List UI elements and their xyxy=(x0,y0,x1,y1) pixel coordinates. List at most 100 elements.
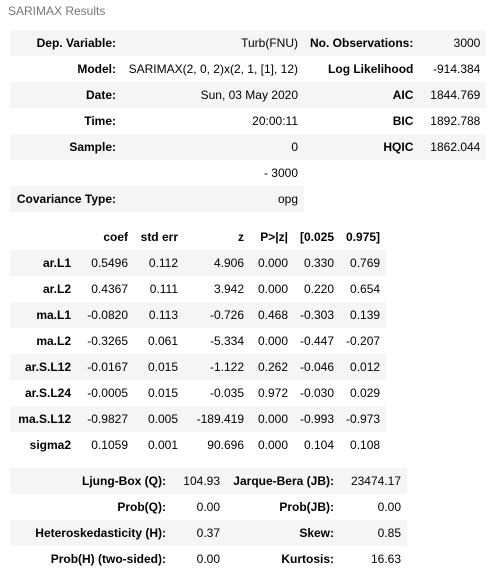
ci-upper: 0.769 xyxy=(340,250,387,276)
ci-lower: 0.220 xyxy=(294,276,341,302)
column-header: 0.975] xyxy=(340,224,387,250)
diagnostics-row: Ljung-Box (Q): 104.93 Jarque-Bera (JB): … xyxy=(10,468,407,494)
ci-lower: -0.046 xyxy=(294,354,341,380)
diagnostics-table: Ljung-Box (Q): 104.93 Jarque-Bera (JB): … xyxy=(10,468,407,572)
summary-label: Covariance Type: xyxy=(10,186,122,212)
param-name: sigma2 xyxy=(10,432,77,458)
table-row: ma.L2 -0.3265 0.061 -5.334 0.000 -0.447 … xyxy=(10,328,387,354)
param-name: ar.L2 xyxy=(10,276,77,302)
table-row: ma.L1 -0.0820 0.113 -0.726 0.468 -0.303 … xyxy=(10,302,387,328)
model-summary-table: Dep. Variable: Turb(FNU) No. Observation… xyxy=(10,30,487,212)
coef-value: 0.4367 xyxy=(77,276,134,302)
diag-value: 0.00 xyxy=(172,546,226,572)
table-row: ma.S.L12 -0.9827 0.005 -189.419 0.000 -0… xyxy=(10,406,387,432)
summary-label: Time: xyxy=(10,108,122,134)
z-value: -5.334 xyxy=(184,328,250,354)
z-value: -0.726 xyxy=(184,302,250,328)
summary-label: Dep. Variable: xyxy=(10,30,122,56)
diag-label: Ljung-Box (Q): xyxy=(10,468,172,494)
summary-stat-value: 3000 xyxy=(419,30,487,56)
summary-value: Turb(FNU) xyxy=(122,30,304,56)
summary-value: Sun, 03 May 2020 xyxy=(122,82,304,108)
summary-stat-value: -914.384 xyxy=(419,56,487,82)
diagnostics-row: Prob(Q): 0.00 Prob(JB): 0.00 xyxy=(10,494,407,520)
ci-lower: -0.303 xyxy=(294,302,341,328)
diag-stat-label: Kurtosis: xyxy=(226,546,340,572)
column-header: coef xyxy=(77,224,134,250)
diag-stat-label: Skew: xyxy=(226,520,340,546)
summary-stat-label: HQIC xyxy=(304,134,420,160)
summary-row: - 3000 xyxy=(10,160,487,186)
summary-row: Sample: 0 HQIC 1862.044 xyxy=(10,134,487,160)
z-value: -189.419 xyxy=(184,406,250,432)
ci-upper: 0.139 xyxy=(340,302,387,328)
p-value: 0.262 xyxy=(250,354,294,380)
ci-lower: 0.104 xyxy=(294,432,341,458)
param-name: ar.S.L12 xyxy=(10,354,77,380)
summary-stat-label: AIC xyxy=(304,82,420,108)
coef-value: -0.9827 xyxy=(77,406,134,432)
summary-stat-value: 1892.788 xyxy=(419,108,487,134)
ci-upper: -0.973 xyxy=(340,406,387,432)
coef-value: -0.0167 xyxy=(77,354,134,380)
ci-upper: 0.012 xyxy=(340,354,387,380)
diag-stat-value: 0.00 xyxy=(340,494,407,520)
coef-value: -0.0005 xyxy=(77,380,134,406)
summary-stat-value: 1862.044 xyxy=(419,134,487,160)
p-value: 0.972 xyxy=(250,380,294,406)
table-row: ar.L2 0.4367 0.111 3.942 0.000 0.220 0.6… xyxy=(10,276,387,302)
diag-stat-value: 23474.17 xyxy=(340,468,407,494)
summary-row: Dep. Variable: Turb(FNU) No. Observation… xyxy=(10,30,487,56)
summary-stat-label: BIC xyxy=(304,108,420,134)
param-name: ma.L1 xyxy=(10,302,77,328)
p-value: 0.000 xyxy=(250,250,294,276)
param-name: ar.L1 xyxy=(10,250,77,276)
diag-value: 0.00 xyxy=(172,494,226,520)
table-row: ar.S.L12 -0.0167 0.015 -1.122 0.262 -0.0… xyxy=(10,354,387,380)
param-name: ma.S.L12 xyxy=(10,406,77,432)
column-header xyxy=(10,224,77,250)
stderr-value: 0.005 xyxy=(134,406,184,432)
diagnostics-row: Heteroskedasticity (H): 0.37 Skew: 0.85 xyxy=(10,520,407,546)
summary-value: opg xyxy=(122,186,304,212)
z-value: -0.035 xyxy=(184,380,250,406)
ci-lower: -0.993 xyxy=(294,406,341,432)
stderr-value: 0.001 xyxy=(134,432,184,458)
diag-stat-label: Prob(JB): xyxy=(226,494,340,520)
ci-lower: 0.330 xyxy=(294,250,341,276)
ci-upper: 0.108 xyxy=(340,432,387,458)
coefficient-header-row: coef std err z P>|z| [0.025 0.975] xyxy=(10,224,387,250)
ci-lower: -0.030 xyxy=(294,380,341,406)
diag-label: Prob(H) (two-sided): xyxy=(10,546,172,572)
summary-value: - 3000 xyxy=(122,160,304,186)
stderr-value: 0.015 xyxy=(134,380,184,406)
z-value: 90.696 xyxy=(184,432,250,458)
diag-stat-value: 16.63 xyxy=(340,546,407,572)
summary-value: 0 xyxy=(122,134,304,160)
ci-upper: -0.207 xyxy=(340,328,387,354)
param-name: ar.S.L24 xyxy=(10,380,77,406)
table-row: sigma2 0.1059 0.001 90.696 0.000 0.104 0… xyxy=(10,432,387,458)
z-value: 3.942 xyxy=(184,276,250,302)
p-value: 0.000 xyxy=(250,276,294,302)
p-value: 0.000 xyxy=(250,406,294,432)
summary-stat-label xyxy=(304,160,420,186)
p-value: 0.000 xyxy=(250,432,294,458)
summary-value: 20:00:11 xyxy=(122,108,304,134)
column-header: [0.025 xyxy=(294,224,341,250)
results-caption: SARIMAX Results xyxy=(8,4,106,18)
stderr-value: 0.061 xyxy=(134,328,184,354)
stderr-value: 0.112 xyxy=(134,250,184,276)
z-value: 4.906 xyxy=(184,250,250,276)
table-row: ar.S.L24 -0.0005 0.015 -0.035 0.972 -0.0… xyxy=(10,380,387,406)
summary-row: Date: Sun, 03 May 2020 AIC 1844.769 xyxy=(10,82,487,108)
z-value: -1.122 xyxy=(184,354,250,380)
diag-label: Prob(Q): xyxy=(10,494,172,520)
stderr-value: 0.111 xyxy=(134,276,184,302)
stderr-value: 0.113 xyxy=(134,302,184,328)
coef-value: -0.3265 xyxy=(77,328,134,354)
diag-stat-value: 0.85 xyxy=(340,520,407,546)
diag-value: 104.93 xyxy=(172,468,226,494)
summary-stat-label: Log Likelihood xyxy=(304,56,420,82)
summary-row: Covariance Type: opg xyxy=(10,186,487,212)
